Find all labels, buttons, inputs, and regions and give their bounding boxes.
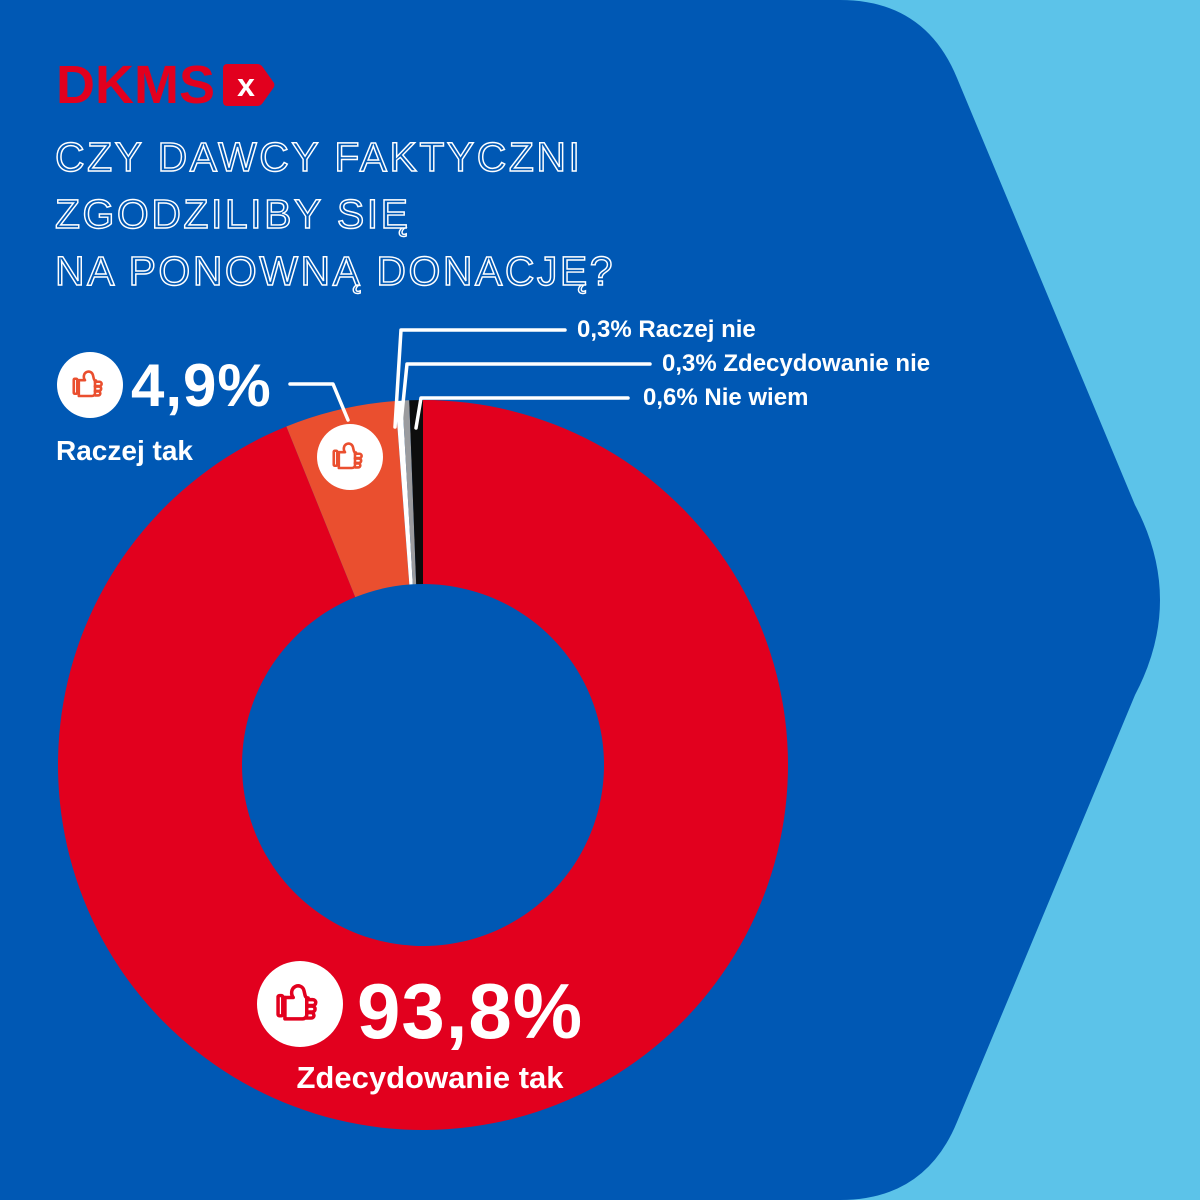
logo-x-badge: x (223, 64, 275, 106)
donut-segment-zdecydowanie-tak (57, 400, 788, 1130)
thumbs-up-icon (70, 365, 110, 405)
raczej-tak-badge (57, 352, 123, 418)
zdecydowanie-tak-badge (257, 961, 343, 1047)
callout-line-zdecydowanie-nie (399, 362, 652, 425)
donut-segment-nie-wiem (409, 400, 423, 585)
nie-wiem-label: 0,6% Nie wiem (643, 384, 809, 411)
zdecydowanie-tak-label: Zdecydowanie tak (296, 1060, 564, 1095)
wedge-badge (317, 424, 383, 490)
donut-segment-zdecydowanie-nie (402, 400, 417, 585)
page-title: CZY DAWCY FAKTYCZNI ZGODZILIBY SIĘ NA PO… (54, 129, 616, 300)
zdecydowanie-tak-value: 93,8% (357, 967, 584, 1055)
raczej-tak-label: Raczej tak (56, 435, 193, 466)
donut-segment-raczej-nie (395, 400, 413, 585)
thumbs-up-icon (273, 977, 327, 1031)
zdecydowanie-nie-label: 0,3% Zdecydowanie nie (662, 350, 931, 377)
logo-text: DKMS (56, 55, 215, 115)
logo-arrow-shape (223, 64, 275, 106)
callout-line-raczej-tak (288, 382, 350, 422)
title-line-3: NA PONOWNĄ DONACJĘ? (54, 247, 616, 294)
dkms-logo: DKMS x (56, 58, 275, 112)
title-line-2: ZGODZILIBY SIĘ (54, 190, 411, 237)
thumbs-up-icon (330, 437, 370, 477)
logo-x-icon: x (237, 67, 255, 103)
callout-line-raczej-nie (393, 328, 567, 429)
raczej-tak-value: 4,9% (131, 352, 272, 419)
title-line-1: CZY DAWCY FAKTYCZNI (54, 133, 583, 180)
raczej-nie-label: 0,3% Raczej nie (577, 316, 756, 343)
callout-line-nie-wiem (414, 396, 630, 430)
